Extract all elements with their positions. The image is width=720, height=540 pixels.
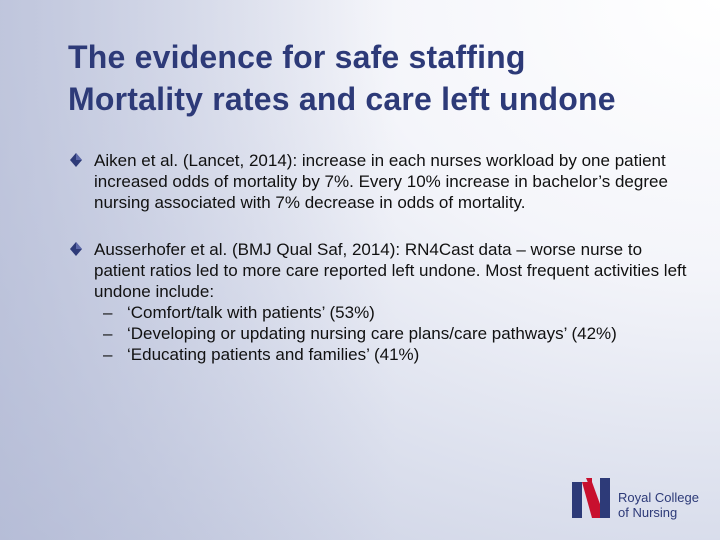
logo-line-1: Royal College	[618, 490, 699, 505]
logo-wordmark: Royal College of Nursing	[618, 490, 699, 520]
sub-item-text: ‘Developing or updating nursing care pla…	[127, 324, 617, 343]
sub-item-text: ‘Comfort/talk with patients’ (53%)	[127, 303, 375, 322]
slide-title: The evidence for safe staffing Mortality…	[68, 36, 708, 120]
dash-bullet: –	[103, 303, 113, 322]
bullet-item-aiken: Aiken et al. (Lancet, 2014): increase in…	[68, 150, 688, 213]
dash-bullet: –	[103, 345, 113, 364]
sub-item-text: ‘Educating patients and families’ (41%)	[127, 345, 420, 364]
bullet-text: Aiken et al. (Lancet, 2014): increase in…	[94, 151, 668, 212]
title-line-2: Mortality rates and care left undone	[68, 81, 616, 117]
logo-line-2: of Nursing	[618, 505, 678, 520]
title-line-1: The evidence for safe staffing	[68, 39, 526, 75]
diamond-bullet-icon	[70, 153, 82, 167]
bullet-list: Aiken et al. (Lancet, 2014): increase in…	[68, 150, 688, 365]
dash-bullet: –	[103, 324, 113, 343]
diamond-bullet-icon	[70, 242, 82, 256]
bullet-text: Ausserhofer et al. (BMJ Qual Saf, 2014):…	[94, 240, 687, 301]
sub-item: – ‘Comfort/talk with patients’ (53%)	[94, 302, 688, 323]
rcn-logo-icon	[570, 474, 614, 522]
sub-item: – ‘Educating patients and families’ (41%…	[94, 344, 688, 365]
bullet-item-ausserhofer: Ausserhofer et al. (BMJ Qual Saf, 2014):…	[68, 239, 688, 365]
sub-bullet-list: – ‘Comfort/talk with patients’ (53%) – ‘…	[94, 302, 688, 365]
sub-item: – ‘Developing or updating nursing care p…	[94, 323, 688, 344]
rcn-logo: Royal College of Nursing	[570, 474, 700, 526]
